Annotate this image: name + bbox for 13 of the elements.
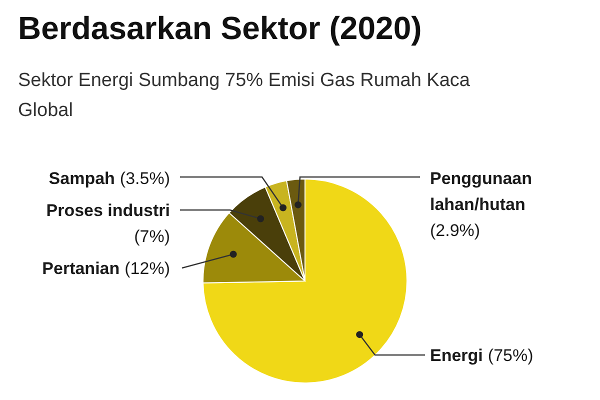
data-label: (3.5%) [120,169,170,188]
slice-label: Sampah [48,169,115,188]
slice-label: Energi [430,346,483,365]
data-label: (2.9%) [430,221,480,240]
slice-label: Proses industri [46,201,170,220]
data-label: (7%) [134,227,170,246]
data-label: (12%) [124,259,170,278]
chart-subtitle: Sektor Energi Sumbang 75% Emisi Gas Rumah Kaca Global [18,69,471,123]
slice-label: Pertanian [42,259,120,278]
slice-label: Penggunaan lahan/hutan [430,169,532,214]
chart-title: Berdasarkan Sektor (2020) [18,10,422,47]
pie-slice [202,178,408,384]
data-label: (75%) [488,346,534,365]
